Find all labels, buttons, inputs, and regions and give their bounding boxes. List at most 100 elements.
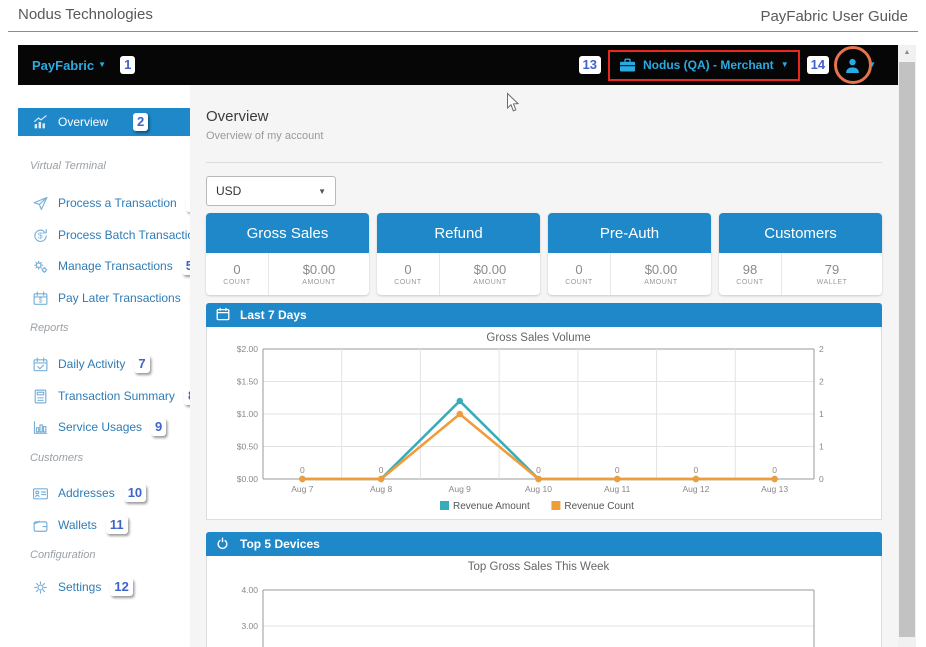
panel-last-7-days: Last 7 Days Gross Sales Volume $2.00 2 $1.5…: [206, 303, 882, 520]
svg-text:Aug 8: Aug 8: [370, 484, 392, 494]
card-label: COUNT: [394, 279, 422, 286]
svg-text:Revenue Count: Revenue Count: [564, 501, 634, 512]
briefcase-icon: [619, 57, 636, 74]
sidebar: Overview 2 Virtual Terminal Process a Trans…: [18, 85, 231, 647]
chevron-down-icon: ▼: [868, 60, 876, 69]
chevron-down-icon: ▼: [318, 186, 326, 196]
sidebar-item-label: Service Usages: [58, 420, 143, 434]
gears-icon: [32, 258, 49, 275]
main-content: Overview Overview of my account USD ▼ Gr…: [190, 85, 898, 647]
gear-icon: [32, 579, 49, 596]
sidebar-item-label: Process Batch Transactions: [58, 228, 207, 242]
sidebar-item-process-a-transaction[interactable]: Process a Transaction3: [18, 190, 201, 216]
doc-header: Nodus Technologies PayFabric User Guide: [0, 0, 926, 34]
svg-text:$1.50: $1.50: [237, 377, 259, 387]
sidebar-item-manage-transactions[interactable]: Manage Transactions5: [18, 253, 197, 279]
panel-header: Last 7 Days: [206, 303, 882, 327]
merchant-label: Nodus (QA) - Merchant: [643, 58, 774, 72]
calendar-check-icon: [32, 356, 49, 373]
sidebar-item-wallets[interactable]: Wallets 11: [18, 512, 190, 538]
card-gross-sales: Gross Sales 0 COUNT $0.00 AMOUNT: [206, 213, 369, 295]
currency-select[interactable]: USD ▼: [206, 176, 336, 206]
card-value: 79: [824, 262, 840, 277]
card-customers: Customers 98 COUNT 79 WALLET: [719, 213, 882, 295]
sidebar-item-addresses[interactable]: Addresses 10: [18, 480, 190, 506]
panel-title: Top 5 Devices: [240, 537, 320, 551]
svg-text:2: 2: [819, 377, 824, 387]
card-value: 0: [404, 262, 412, 277]
card-label: AMOUNT: [302, 279, 336, 286]
sidebar-item-process-batch-transactions[interactable]: $Process Batch Transactions4: [18, 222, 231, 248]
svg-text:$0.00: $0.00: [237, 474, 259, 484]
svg-text:0: 0: [536, 465, 541, 475]
sidebar-item-label: Wallets: [58, 518, 97, 532]
annotation-10: 10: [123, 484, 147, 502]
currency-value: USD: [216, 184, 242, 198]
svg-text:3.00: 3.00: [241, 621, 258, 631]
svg-text:0: 0: [379, 465, 384, 475]
card-label: COUNT: [223, 279, 251, 286]
sidebar-item-label: Process a Transaction: [58, 196, 177, 210]
card-value: $0.00: [302, 262, 336, 277]
svg-text:$2.00: $2.00: [237, 344, 259, 354]
doc-header-rule: [8, 31, 918, 32]
svg-text:0: 0: [819, 474, 824, 484]
card-title: Gross Sales: [206, 213, 369, 253]
sidebar-section-configuration: Configuration: [30, 549, 96, 561]
svg-text:Aug 7: Aug 7: [291, 484, 313, 494]
user-menu[interactable]: ▼: [834, 45, 884, 85]
chevron-down-icon: ▼: [98, 60, 107, 69]
sidebar-item-transaction-summary[interactable]: Transaction Summary8: [18, 383, 200, 409]
svg-text:$: $: [39, 297, 43, 304]
sidebar-item-pay-later-transactions[interactable]: $Pay Later Transactions6: [18, 285, 205, 311]
sidebar-item-daily-activity[interactable]: Daily Activity 7: [18, 351, 190, 377]
svg-text:$: $: [38, 230, 43, 240]
svg-text:0: 0: [615, 465, 620, 475]
navbar: PayFabric ▼ 1 13 Nodus (QA) - Merchant ▼…: [18, 45, 898, 85]
card-title: Customers: [719, 213, 882, 253]
sidebar-item-service-usages[interactable]: Service Usages 9: [18, 414, 190, 440]
sidebar-item-label: Manage Transactions: [58, 259, 173, 273]
svg-text:1: 1: [819, 442, 824, 452]
card-pre-auth: Pre-Auth 0 COUNT $0.00 AMOUNT: [548, 213, 711, 295]
card-value: $0.00: [644, 262, 678, 277]
navbar-right: 13 Nodus (QA) - Merchant ▼ 14 ▼: [578, 45, 884, 85]
brand-menu[interactable]: PayFabric ▼ 1: [18, 56, 136, 74]
card-title: Pre-Auth: [548, 213, 711, 253]
panel-top-5-devices: Top 5 Devices Top Gross Sales This Week 4…: [206, 532, 882, 647]
bar-chart-icon: [32, 114, 49, 131]
doc-header-right: PayFabric User Guide: [760, 8, 908, 25]
sidebar-item-label: Pay Later Transactions: [58, 291, 181, 305]
sidebar-item-label: Daily Activity: [58, 357, 126, 371]
svg-text:1: 1: [819, 409, 824, 419]
panel-body: Top Gross Sales This Week 4.00 3.00: [206, 556, 882, 647]
svg-text:Gross Sales Volume: Gross Sales Volume: [486, 332, 590, 344]
sidebar-item-overview[interactable]: Overview 2: [18, 108, 190, 136]
scroll-up-icon[interactable]: ▲: [903, 49, 911, 56]
dollar-cycle-icon: $: [32, 227, 49, 244]
chevron-down-icon: ▼: [780, 60, 789, 69]
sidebar-item-settings[interactable]: Settings 12: [18, 574, 190, 600]
sidebar-section-customers: Customers: [30, 452, 84, 464]
annotation-7: 7: [134, 355, 150, 373]
svg-text:2: 2: [819, 344, 824, 354]
merchant-selector[interactable]: Nodus (QA) - Merchant ▼: [608, 49, 800, 81]
panel-title: Last 7 Days: [240, 308, 307, 322]
card-label: COUNT: [736, 279, 764, 286]
stat-cards: Gross Sales 0 COUNT $0.00 AMOUNT Refund 0 C…: [206, 213, 882, 295]
annotation-14: 14: [806, 56, 830, 74]
panel-body: Gross Sales Volume $2.00 2 $1.50 2 $1.00 1 $0.5…: [206, 327, 882, 520]
id-card-icon: [32, 485, 49, 502]
panel-header: Top 5 Devices: [206, 532, 882, 556]
card-title: Refund: [377, 213, 540, 253]
sidebar-item-label: Overview: [58, 115, 109, 129]
card-label: COUNT: [565, 279, 593, 286]
scrollbar[interactable]: ▲: [898, 45, 916, 647]
brand-label: PayFabric: [32, 57, 95, 73]
scrollbar-thumb[interactable]: [899, 62, 915, 637]
gross-sales-volume-chart: Gross Sales Volume $2.00 2 $1.50 2 $1.00 1 $0.5…: [237, 332, 824, 512]
annotation-9: 9: [151, 418, 167, 436]
svg-text:Top Gross Sales This Week: Top Gross Sales This Week: [468, 561, 610, 573]
annotation-1: 1: [120, 56, 136, 74]
